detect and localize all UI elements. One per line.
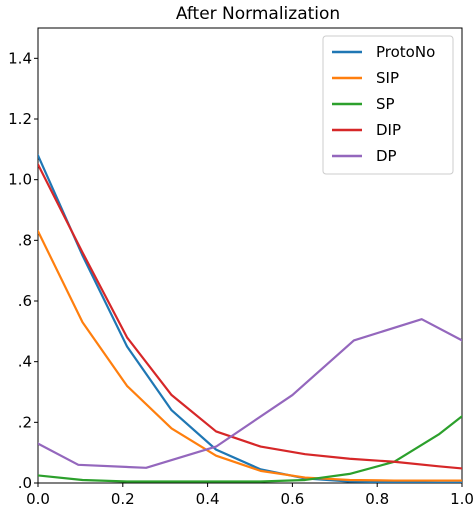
x-tick-label: 0.0 bbox=[26, 490, 50, 508]
y-tick-label: .0 bbox=[18, 474, 32, 492]
legend-label: SP bbox=[376, 95, 395, 113]
legend-label: ProtoNo bbox=[376, 43, 435, 61]
y-tick-label: 1.4 bbox=[8, 49, 32, 67]
y-tick-label: .2 bbox=[18, 413, 32, 431]
series-line-dip bbox=[38, 163, 462, 470]
x-tick-label: 1.0 bbox=[450, 490, 474, 508]
axes: 0.0 0.2 0.4 0.6 0.8 1.0 .0 .2 .4 .6 .8 1.0 1.2 1.4 bbox=[8, 27, 474, 508]
y-tick-label: .8 bbox=[18, 231, 32, 249]
chart-title: After Normalization bbox=[176, 4, 340, 24]
legend-box bbox=[322, 35, 454, 175]
series-lines bbox=[38, 154, 462, 483]
series-line-dp bbox=[38, 318, 462, 469]
legend: ProtoNo SIP SP DIP DP bbox=[322, 35, 454, 175]
x-tick-label: 0.8 bbox=[365, 490, 389, 508]
legend-label: DIP bbox=[376, 121, 401, 139]
plot-frame bbox=[37, 27, 463, 484]
series-line-sip bbox=[38, 230, 462, 482]
y-tick-label: 1.0 bbox=[8, 171, 32, 189]
x-tick-label: 0.6 bbox=[280, 490, 304, 508]
legend-label: SIP bbox=[376, 69, 399, 87]
y-tick-label: .6 bbox=[18, 292, 32, 310]
x-tick-label: 0.4 bbox=[196, 490, 220, 508]
x-tick-label: 0.2 bbox=[111, 490, 135, 508]
legend-label: DP bbox=[376, 147, 397, 165]
y-tick-label: .4 bbox=[18, 353, 32, 371]
y-tick-label: 1.2 bbox=[8, 110, 32, 128]
series-line-sp bbox=[38, 415, 462, 483]
series-line-protono bbox=[38, 154, 462, 483]
